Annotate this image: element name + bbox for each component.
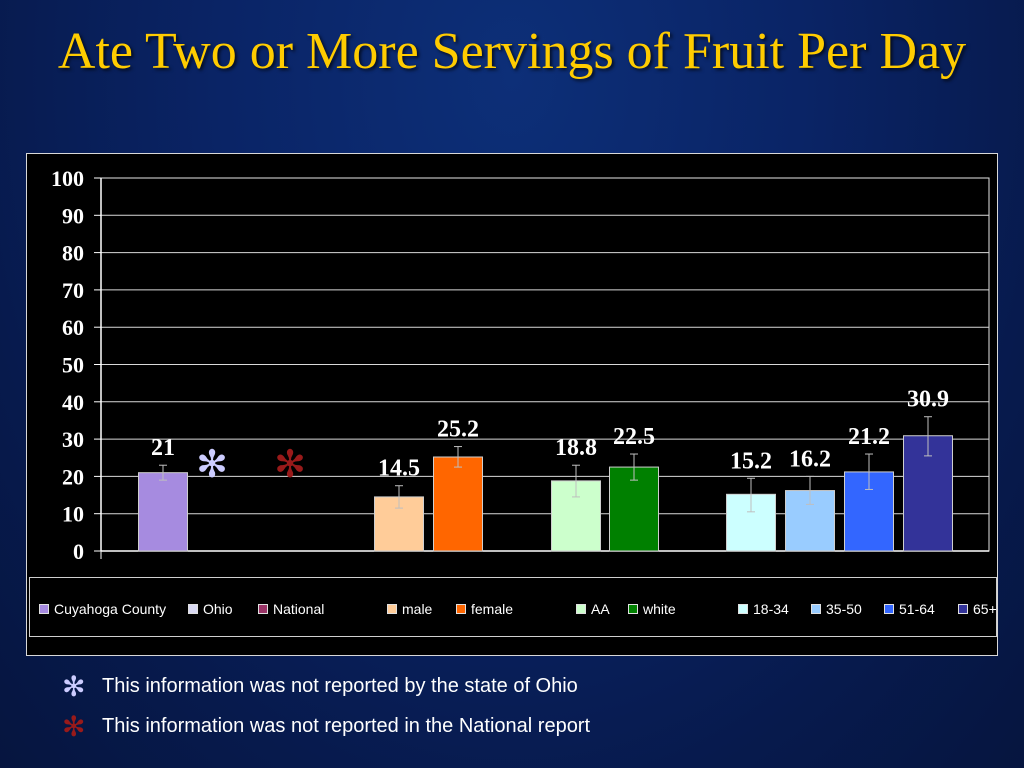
legend-item-ohio: Ohio: [188, 601, 233, 617]
legend-swatch: [628, 604, 638, 614]
y-tick-label: 80: [62, 241, 84, 266]
chart-frame: [26, 153, 998, 656]
footnote-national: ✻ This information was not reported in t…: [62, 709, 591, 743]
chart-legend: Cuyahoga County Ohio National male femal…: [29, 577, 997, 637]
legend-swatch: [811, 604, 821, 614]
legend-swatch: [576, 604, 586, 614]
legend-swatch: [884, 604, 894, 614]
data-label: 21.2: [848, 424, 890, 450]
legend-item-35-50: 35-50: [811, 601, 862, 617]
legend-item-18-34: 18-34: [738, 601, 789, 617]
legend-label: AA: [591, 601, 610, 617]
footnote-text: This information was not reported by the…: [102, 674, 578, 697]
legend-swatch: [738, 604, 748, 614]
data-label: 21: [151, 435, 175, 461]
legend-swatch: [39, 604, 49, 614]
footnote-ohio: ✻ This information was not reported by t…: [62, 669, 578, 703]
legend-label: 18-34: [753, 601, 789, 617]
bar-female: [433, 456, 483, 552]
legend-label: 35-50: [826, 601, 862, 617]
legend-label: National: [273, 601, 325, 617]
bar-male: [374, 496, 424, 552]
asterisk-icon: ✻: [196, 442, 228, 486]
asterisk-icon: ✻: [62, 669, 86, 703]
y-tick-label: 60: [62, 315, 84, 340]
legend-swatch: [387, 604, 397, 614]
legend-swatch: [188, 604, 198, 614]
data-label: 18.8: [555, 435, 597, 461]
legend-label: male: [402, 601, 433, 617]
y-tick-label: 40: [62, 390, 84, 415]
legend-label: Cuyahoga County: [54, 601, 167, 617]
y-tick-label: 90: [62, 203, 84, 228]
legend-swatch: [258, 604, 268, 614]
y-tick-label: 0: [73, 539, 84, 564]
y-tick-label: 10: [62, 502, 84, 527]
legend-label: Ohio: [203, 601, 233, 617]
legend-item-aa: AA: [576, 601, 610, 617]
legend-label: 51-64: [899, 601, 935, 617]
legend-label: white: [643, 601, 676, 617]
data-label: 15.2: [730, 448, 772, 474]
footnote-text: This information was not reported in the…: [102, 714, 591, 737]
legend-swatch: [958, 604, 968, 614]
asterisk-icon: ✻: [274, 442, 306, 486]
legend-item-female: female: [456, 601, 513, 617]
legend-item-65-plus: 65+: [958, 601, 997, 617]
slide-title: Ate Two or More Servings of Fruit Per Da…: [57, 23, 967, 80]
legend-item-white: white: [628, 601, 676, 617]
data-label: 16.2: [789, 446, 831, 472]
data-label: 22.5: [613, 424, 655, 450]
asterisk-icon: ✻: [62, 709, 86, 743]
y-tick-label: 20: [62, 464, 84, 489]
legend-item-cuyahoga-county: Cuyahoga County: [39, 601, 166, 617]
legend-item-national: National: [258, 601, 324, 617]
data-label: 14.5: [378, 456, 420, 482]
legend-label: 65+: [973, 601, 997, 617]
legend-label: female: [471, 601, 514, 617]
y-tick-label: 50: [62, 353, 84, 378]
y-tick-label: 70: [62, 278, 84, 303]
data-label: 25.2: [437, 417, 479, 443]
legend-item-51-64: 51-64: [884, 601, 935, 617]
bar-cuyahoga-county: [138, 472, 188, 552]
legend-item-male: male: [387, 601, 432, 617]
data-label: 30.9: [907, 387, 949, 413]
legend-swatch: [456, 604, 466, 614]
y-tick-label: 100: [51, 166, 84, 191]
y-tick-label: 30: [62, 427, 84, 452]
